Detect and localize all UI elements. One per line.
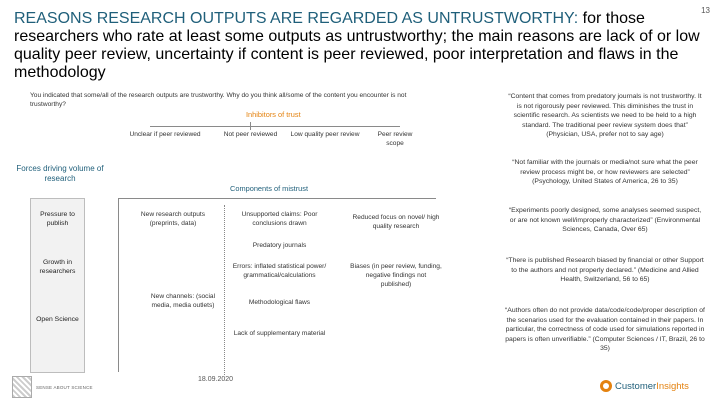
- divider: [224, 205, 225, 375]
- quote-4: “There is published Research biased by f…: [506, 257, 704, 284]
- survey-question: You indicated that some/all of the resea…: [30, 92, 407, 108]
- forces-box: [30, 198, 85, 373]
- component-methodological-flaws: Methodological flaws: [248, 299, 311, 306]
- logo-right-text-b: Insights: [656, 380, 689, 392]
- title-lead: REASONS RESEARCH OUTPUTS ARE REGARDED AS…: [14, 10, 579, 27]
- components-label: Components of mistrust: [230, 184, 309, 193]
- quote-3: “Experiments poorly designed, some analy…: [508, 207, 702, 234]
- customer-insights-logo: CustomerInsights: [600, 380, 689, 392]
- logo-right-text-a: Customer: [615, 380, 657, 392]
- component-unsupported-claims: Unsupported claims: Poor conclusions dra…: [241, 211, 318, 227]
- component-new-outputs: New research outputs (preprints, data): [140, 211, 206, 227]
- footer-date: 18.09.2020: [198, 376, 234, 383]
- page-title: REASONS RESEARCH OUTPUTS ARE REGARDED AS…: [14, 10, 704, 82]
- inhibitor-unclear: Unclear if peer reviewed: [129, 131, 201, 138]
- force-pressure-to-publish: Pressure to publish: [40, 211, 75, 227]
- force-open-science: Open Science: [36, 316, 79, 323]
- quote-1: “Content that comes from predatory journ…: [508, 93, 702, 139]
- component-errors: Errors: inflated statistical power/ gram…: [232, 263, 327, 279]
- logo-left-text: SENSE ABOUT SCIENCE: [36, 384, 93, 390]
- component-supplementary-material: Lack of supplementary material: [233, 330, 326, 337]
- inhibitors-label: Inhibitors of trust: [246, 110, 301, 119]
- connector: [118, 198, 436, 199]
- inhibitor-scope: Peer review scope: [377, 131, 413, 147]
- connector: [118, 198, 119, 372]
- component-biases: Biases (in peer review, funding, negativ…: [350, 263, 442, 288]
- title-rest: for those researchers who rate at least …: [14, 10, 700, 81]
- component-new-channels: New channels: (social media, media outle…: [150, 293, 216, 309]
- inhibitor-low-quality: Low quality peer review: [290, 131, 360, 138]
- force-growth-in-researchers: Growth in researchers: [39, 259, 76, 275]
- page-number: 13: [701, 6, 710, 15]
- component-reduced-focus: Reduced focus on novel/ high quality res…: [352, 214, 440, 230]
- logo-mark-icon: [12, 376, 32, 398]
- customer-insights-icon: [600, 380, 612, 392]
- inhibitor-not-reviewed: Not peer reviewed: [223, 131, 278, 138]
- connector: [150, 126, 400, 127]
- quote-2: “Not familiar with the journals or media…: [512, 159, 698, 186]
- sense-about-science-logo: SENSE ABOUT SCIENCE: [12, 376, 93, 398]
- forces-label: Forces driving volume of research: [16, 164, 104, 183]
- component-predatory-journals: Predatory journals: [252, 242, 307, 249]
- quote-5: “Authors often do not provide data/code/…: [505, 307, 705, 353]
